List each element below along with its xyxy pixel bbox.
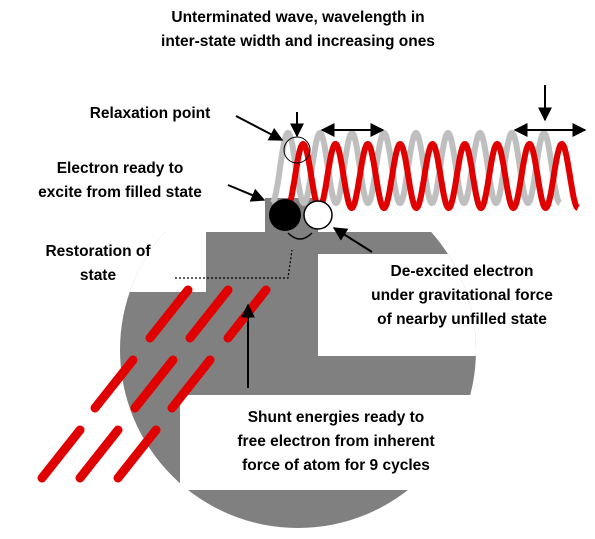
label: Unterminated wave, wavelength in — [171, 9, 424, 26]
label: excite from filled state — [38, 184, 202, 201]
label: De-excited electron — [391, 263, 534, 280]
atom-ledge — [206, 232, 218, 272]
diagram: Unterminated wave, wavelength in inter-st… — [0, 0, 595, 539]
label: inter-state width and increasing ones — [161, 33, 435, 50]
label: Electron ready to — [57, 160, 184, 177]
label: state — [80, 267, 117, 284]
label: Relaxation point — [90, 105, 211, 122]
label: Shunt energies ready to — [248, 409, 425, 426]
energy-dash — [80, 430, 118, 478]
label: under gravitational force — [371, 287, 553, 304]
energy-dash — [118, 430, 156, 478]
label: free electron from inherent — [237, 433, 434, 450]
label: Restoration of — [45, 243, 151, 260]
label: of nearby unfilled state — [377, 311, 547, 328]
label: force of atom for 9 cycles — [242, 457, 430, 474]
filled-electron — [269, 199, 301, 231]
empty-electron — [304, 201, 332, 229]
energy-dash — [42, 430, 80, 478]
